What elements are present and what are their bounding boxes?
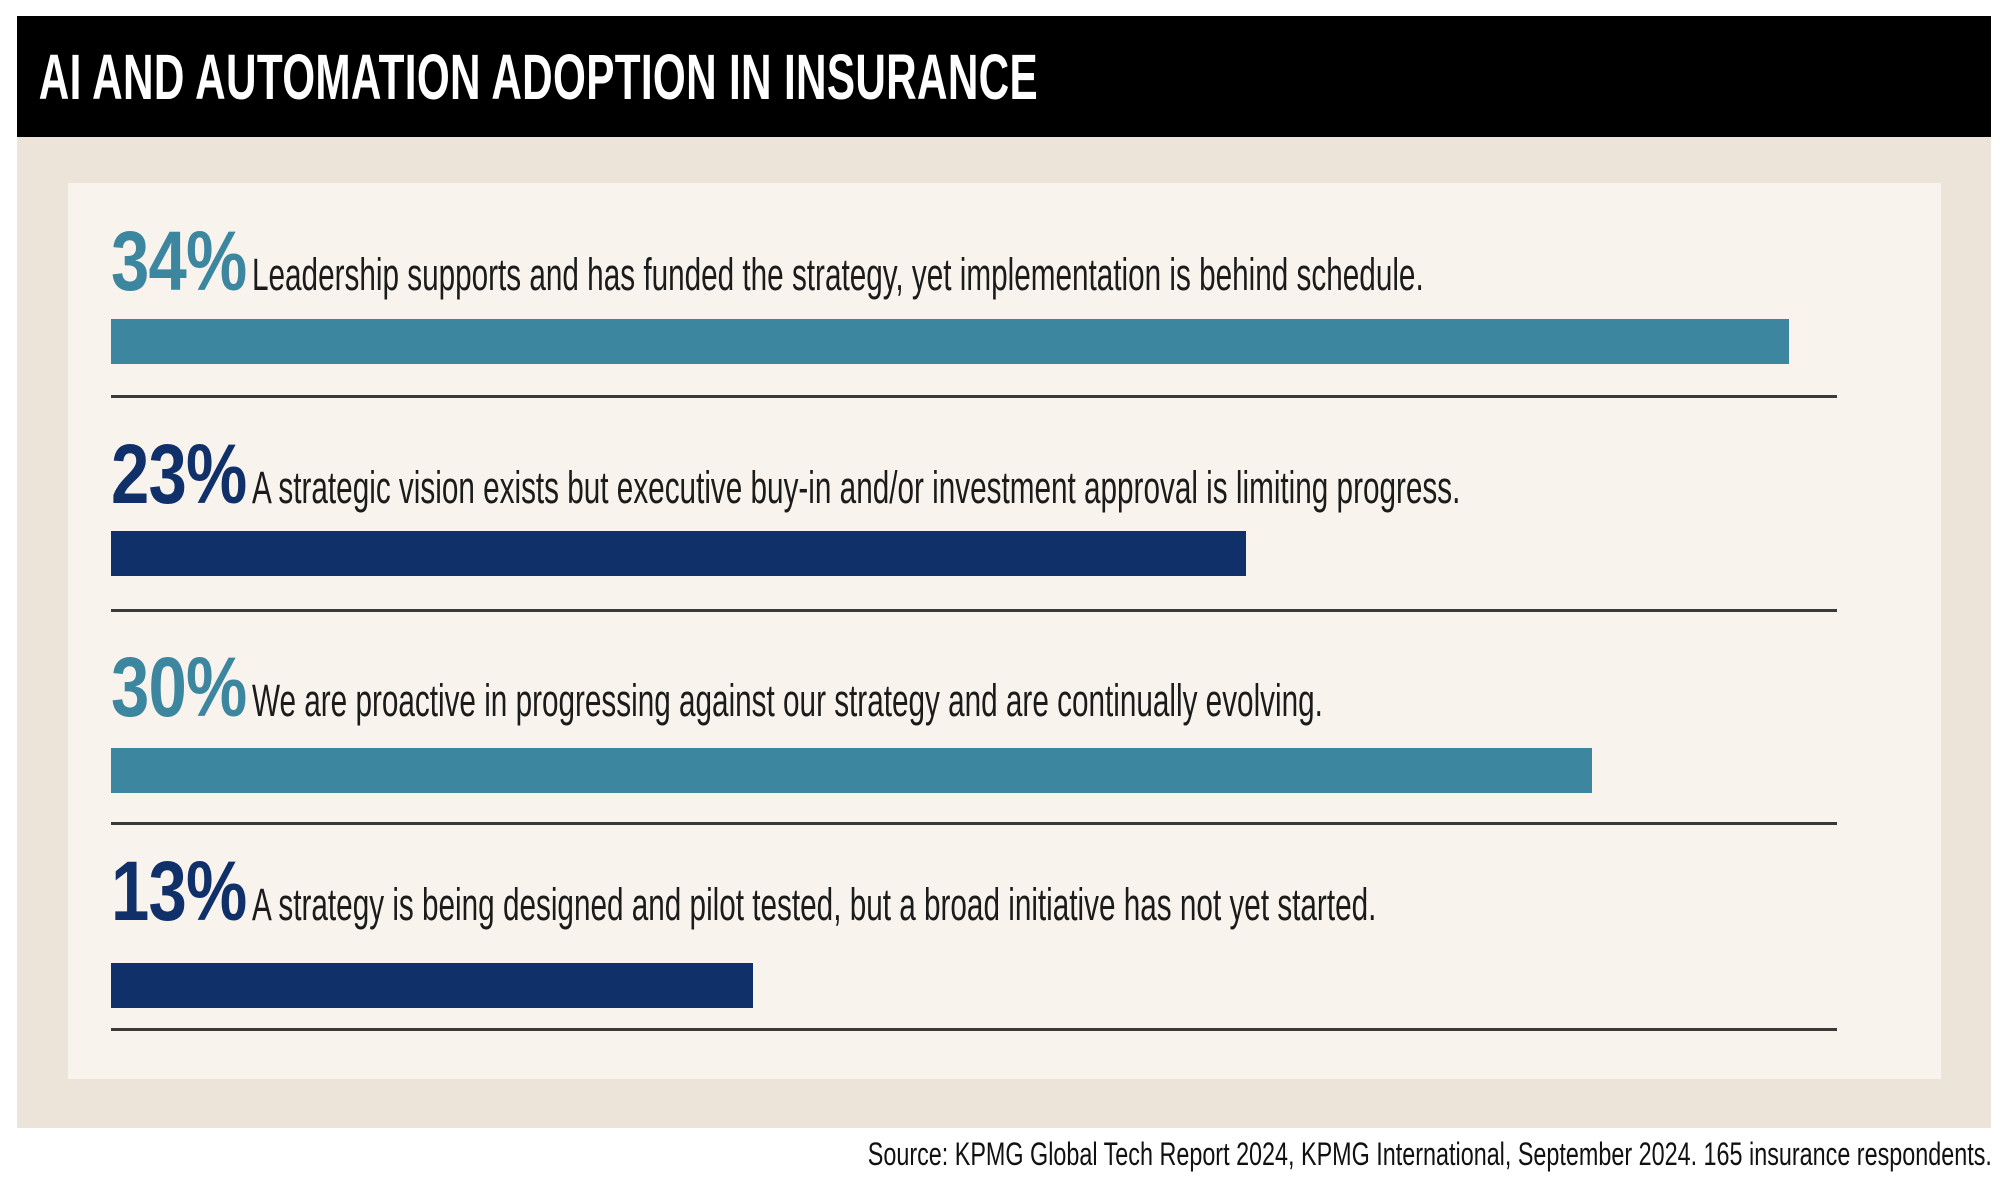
divider-line [111, 822, 1837, 825]
bar [111, 963, 753, 1008]
bar-row-heading: 34% Leadership supports and has funded t… [111, 219, 2011, 303]
source-note: Source: KPMG Global Tech Report 2024, KP… [867, 1136, 1992, 1172]
chart-background: 34% Leadership supports and has funded t… [17, 137, 1991, 1128]
bar-label: A strategic vision exists but executive … [252, 462, 1461, 513]
bar-value: 30% [111, 640, 247, 734]
bar-value: 23% [111, 427, 247, 521]
bar-row-heading: 30% We are proactive in progressing agai… [111, 645, 1875, 729]
bar [111, 748, 1592, 793]
bar-row-heading: 13% A strategy is being designed and pil… [111, 849, 1956, 933]
bar [111, 319, 1789, 364]
bar-label: A strategy is being designed and pilot t… [252, 879, 1377, 930]
bar [111, 531, 1246, 576]
bar-value: 13% [111, 844, 247, 938]
divider-line [111, 1028, 1837, 1031]
divider-line [111, 395, 1837, 398]
divider-line [111, 609, 1837, 612]
bar-label: We are proactive in progressing against … [252, 675, 1323, 726]
bar-label: Leadership supports and has funded the s… [252, 249, 1424, 300]
chart-title: AI AND AUTOMATION ADOPTION IN INSURANCE [38, 40, 1039, 113]
bar-value: 34% [111, 214, 247, 308]
bar-row-heading: 23% A strategic vision exists but execut… [111, 432, 2011, 516]
title-bar: AI AND AUTOMATION ADOPTION IN INSURANCE [17, 16, 1991, 137]
chart-panel: 34% Leadership supports and has funded t… [68, 183, 1941, 1079]
